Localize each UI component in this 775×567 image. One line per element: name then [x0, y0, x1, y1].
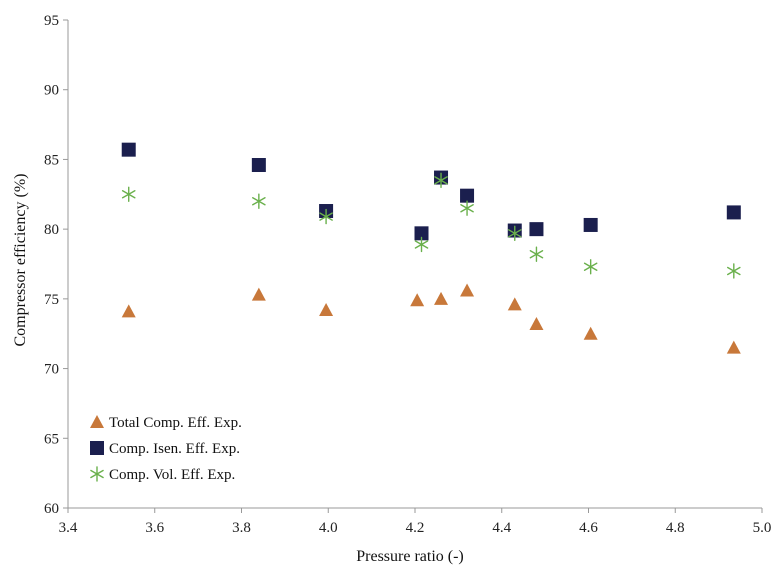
legend-label: Total Comp. Eff. Exp. [109, 415, 242, 431]
data-point-asterisk [727, 263, 741, 279]
data-point-square [583, 217, 598, 232]
data-point-asterisk [414, 236, 429, 253]
data-point-triangle [726, 340, 741, 354]
data-point-asterisk [319, 208, 333, 225]
x-tick-label: 3.8 [232, 520, 251, 536]
data-point-square [726, 205, 741, 220]
x-tick-labels: 3.4 3.6 3.8 4.0 4.2 4.4 4.6 4.8 5.0 [59, 508, 772, 536]
data-point-triangle [410, 293, 425, 307]
series-triangle [121, 283, 741, 354]
y-tick-label: 90 [44, 83, 59, 99]
legend-label: Comp. Isen. Eff. Exp. [109, 441, 240, 457]
series-asterisk [121, 172, 741, 279]
series-square [121, 142, 741, 241]
data-point-triangle [507, 297, 522, 311]
legend: Total Comp. Eff. Exp. Comp. Isen. Eff. Ex… [90, 415, 242, 483]
data-point-triangle [529, 316, 544, 330]
y-tick-label: 60 [44, 501, 59, 517]
y-tick-label: 80 [44, 222, 59, 238]
data-point-triangle [434, 291, 449, 305]
data-point-triangle [460, 283, 475, 297]
data-point-triangle [251, 287, 266, 301]
data-point-asterisk [121, 186, 136, 202]
data-point-square [460, 188, 475, 203]
data-points [121, 142, 741, 354]
data-point-triangle [319, 303, 334, 317]
x-tick-label: 4.0 [319, 520, 338, 536]
data-point-asterisk [583, 259, 598, 275]
x-tick-label: 3.6 [145, 520, 164, 536]
axes [67, 20, 762, 509]
data-point-square [529, 222, 544, 237]
data-point-asterisk [529, 246, 544, 262]
x-tick-label: 4.8 [666, 520, 685, 536]
y-tick-labels: 60 65 70 75 80 85 90 95 [44, 13, 68, 517]
x-tick-label: 4.6 [579, 520, 598, 536]
y-tick-label: 65 [44, 431, 59, 447]
data-point-asterisk [507, 225, 522, 242]
y-tick-label: 75 [44, 292, 59, 308]
x-tick-label: 3.4 [59, 520, 78, 536]
legend-label: Comp. Vol. Eff. Exp. [109, 467, 235, 483]
y-tick-label: 70 [44, 362, 59, 378]
data-point-triangle [121, 304, 136, 318]
y-axis-title: Compressor efficiency (%) [12, 174, 29, 347]
legend-marker-triangle [90, 415, 104, 428]
data-point-asterisk [434, 172, 448, 189]
data-point-asterisk [252, 193, 266, 209]
x-tick-label: 5.0 [753, 520, 772, 536]
legend-marker-square [90, 441, 104, 455]
y-tick-label: 85 [44, 152, 59, 168]
data-point-square [251, 158, 266, 173]
legend-marker-asterisk [90, 466, 104, 482]
data-point-square [121, 142, 136, 157]
data-point-asterisk [460, 200, 474, 216]
y-tick-label: 95 [44, 13, 59, 29]
x-axis-title: Pressure ratio (-) [356, 548, 464, 565]
x-tick-label: 4.4 [492, 520, 511, 536]
data-point-square [414, 226, 429, 241]
x-tick-label: 4.2 [406, 520, 425, 536]
data-point-triangle [583, 326, 598, 340]
